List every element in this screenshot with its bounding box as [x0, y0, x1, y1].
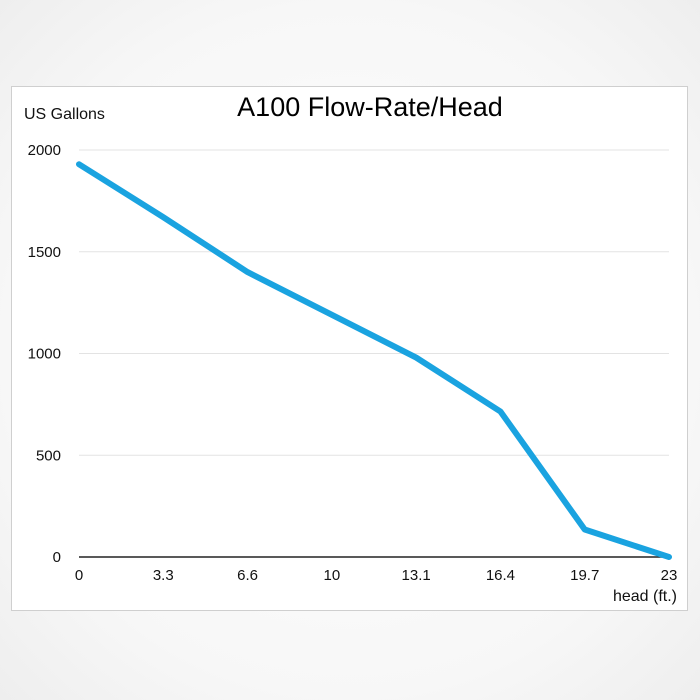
x-tick-label: 0 — [75, 567, 83, 584]
x-tick-label: 13.1 — [402, 567, 431, 584]
x-tick-labels: 0 3.3 6.6 10 13.1 16.4 19.7 23 — [75, 567, 678, 584]
y-tick-label: 500 — [36, 447, 61, 464]
y-tick-label: 2000 — [28, 142, 61, 159]
series-layer — [76, 161, 672, 560]
gridlines — [79, 149, 669, 558]
chart-panel — [11, 86, 688, 611]
x-tick-label: 19.7 — [570, 567, 599, 584]
x-axis-label: head (ft.) — [613, 588, 677, 605]
y-tick-labels: 0 500 1000 1500 2000 — [28, 142, 61, 566]
chart-title: A100 Flow-Rate/Head — [237, 92, 503, 122]
x-tick-label: 23 — [661, 567, 678, 584]
y-axis-label: US Gallons — [24, 106, 105, 123]
y-tick-label: 0 — [53, 549, 61, 566]
x-tick-label: 16.4 — [486, 567, 515, 584]
y-tick-label: 1000 — [28, 346, 61, 363]
series-line — [76, 161, 672, 560]
x-tick-label: 3.3 — [153, 567, 174, 584]
x-tick-label: 10 — [324, 567, 341, 584]
y-tick-label: 1500 — [28, 244, 61, 261]
x-tick-label: 6.6 — [237, 567, 258, 584]
